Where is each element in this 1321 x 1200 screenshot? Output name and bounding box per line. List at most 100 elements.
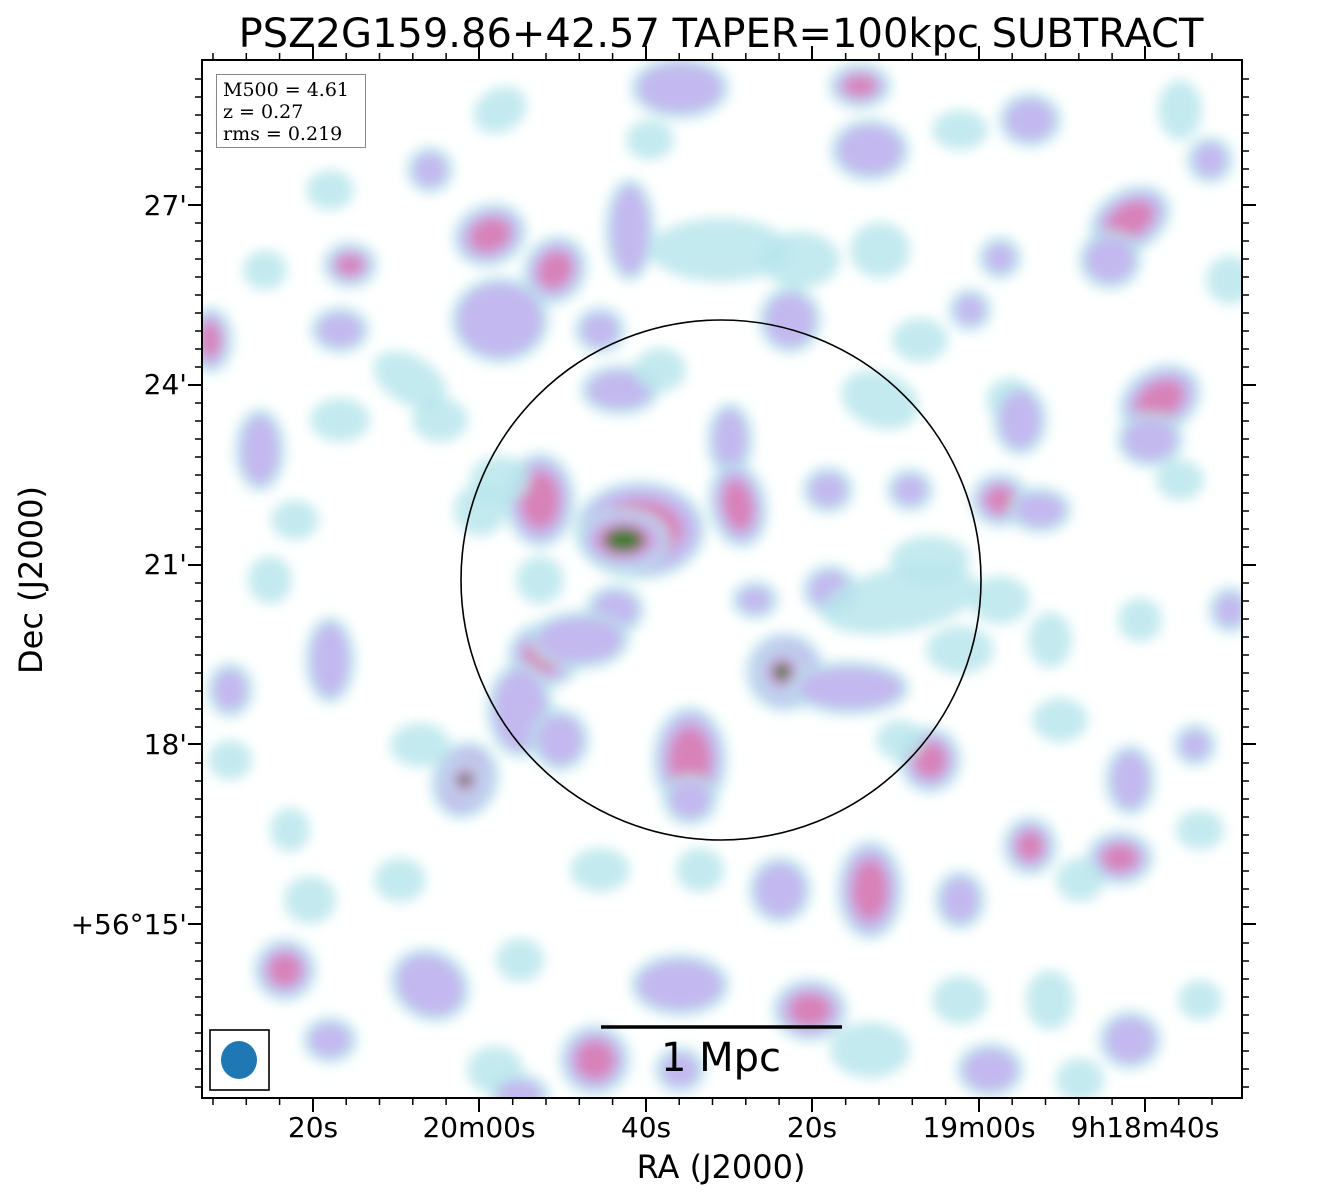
emission-blob <box>248 556 292 604</box>
emission-blob <box>336 254 364 276</box>
emission-blob <box>1123 419 1177 461</box>
emission-blob <box>1106 200 1154 240</box>
emission-blob <box>520 471 560 529</box>
emission-blob <box>458 773 472 787</box>
mass-label: M500 = 4.61 <box>223 79 350 101</box>
redshift-label: z = 0.27 <box>223 101 304 123</box>
x-tick-label: 20m00s <box>422 1111 535 1144</box>
emission-blob <box>496 938 544 982</box>
emission-blob <box>306 170 354 210</box>
emission-blob <box>893 475 927 505</box>
emission-blob <box>396 954 464 1016</box>
x-tick-label: 40s <box>621 1111 671 1144</box>
emission-blob <box>1118 598 1162 642</box>
emission-blob <box>755 863 805 917</box>
emission-blob <box>310 398 370 442</box>
emission-blob <box>637 63 723 113</box>
emission-blob <box>765 293 815 347</box>
scale-bar-label: 1 Mpc <box>660 1035 782 1081</box>
emission-blob <box>270 808 310 852</box>
emission-blob <box>850 222 910 278</box>
emission-blob <box>809 473 847 507</box>
x-tick-label: 20s <box>288 1111 338 1144</box>
emission-blob <box>1028 612 1072 668</box>
y-tick-label: +56°15' <box>71 908 187 941</box>
x-tick-labels: 20s 20m00s 40s 20s 19m00s 9h18m40s <box>288 1111 1219 1144</box>
emission-blob <box>637 960 723 1010</box>
emission-blob <box>469 217 511 253</box>
emission-blob <box>713 409 747 471</box>
emission-blob <box>738 587 772 613</box>
emission-blob <box>985 243 1015 273</box>
emission-blob <box>1158 80 1202 140</box>
emission-blob <box>1102 844 1138 872</box>
emission-blob <box>243 250 287 290</box>
emission-blob <box>202 322 221 358</box>
emission-blob <box>284 876 336 924</box>
emission-blob <box>797 667 903 709</box>
emission-blob <box>1111 751 1149 809</box>
emission-blob <box>722 479 754 531</box>
y-axis-title: Dec (J2000) <box>12 486 50 674</box>
y-tick-label: 21' <box>144 548 187 581</box>
emission-blob <box>669 781 711 819</box>
emission-blob <box>1015 493 1065 527</box>
emission-blob <box>841 370 919 430</box>
axis-ticks <box>188 46 1256 1112</box>
emission-blob <box>516 556 564 604</box>
emission-blob <box>1085 237 1135 283</box>
emission-blob <box>932 976 988 1024</box>
cluster-info-box: M500 = 4.61 z = 0.27 rms = 0.219 <box>216 74 366 148</box>
emission-blob <box>611 185 649 275</box>
emission-blob <box>1176 810 1224 850</box>
y-tick-label: 24' <box>144 368 187 401</box>
x-axis-title: RA (J2000) <box>637 1148 806 1186</box>
emission-blob <box>941 877 979 923</box>
emission-blob <box>892 318 948 362</box>
y-tick-labels: 27' 24' 21' 18' +56°15' <box>71 189 187 941</box>
emission-blob <box>932 110 988 150</box>
emission-blob <box>773 663 791 681</box>
emission-blob <box>413 153 447 187</box>
emission-blob <box>913 742 947 778</box>
emission-blob <box>309 1023 351 1057</box>
emission-blob <box>1180 730 1210 760</box>
emission-blob <box>374 858 426 902</box>
r500-circle <box>460 319 982 841</box>
emission-blob <box>985 486 1015 514</box>
emission-blob <box>963 1049 1017 1091</box>
emission-blob <box>926 626 994 674</box>
emission-blob <box>457 283 543 357</box>
emission-blob <box>890 536 970 584</box>
emission-blob <box>1032 698 1088 742</box>
emission-blob <box>213 669 247 711</box>
emission-blob <box>876 720 924 760</box>
emission-blob <box>626 120 674 160</box>
emission-blob <box>1136 379 1184 421</box>
plot-title: PSZ2G159.86+42.57 TAPER=100kpc SUBTRACT <box>238 11 1204 57</box>
emission-blob <box>789 993 831 1027</box>
emission-blob <box>271 500 319 540</box>
emission-blob <box>570 848 630 892</box>
emission-blob <box>208 740 252 780</box>
emission-blob <box>650 218 790 282</box>
emission-blob <box>268 953 302 987</box>
emission-blob <box>1193 143 1227 177</box>
emission-blob <box>581 313 619 347</box>
emission-blob <box>830 1022 910 1078</box>
emission-blob <box>412 398 468 442</box>
map-background <box>202 60 1242 1098</box>
emission-blob <box>497 1080 543 1098</box>
emission-blob <box>473 86 527 134</box>
x-tick-label: 20s <box>787 1111 837 1144</box>
emission-blob <box>955 295 985 325</box>
emission-blob <box>999 391 1041 449</box>
emission-blob <box>661 1053 699 1087</box>
emission-blob <box>311 623 349 697</box>
emission-blob <box>1215 593 1242 627</box>
emission-blob <box>1005 99 1055 141</box>
emission-blob <box>1056 1058 1104 1098</box>
emission-blob <box>1156 460 1204 500</box>
emission-blob <box>1016 831 1044 861</box>
